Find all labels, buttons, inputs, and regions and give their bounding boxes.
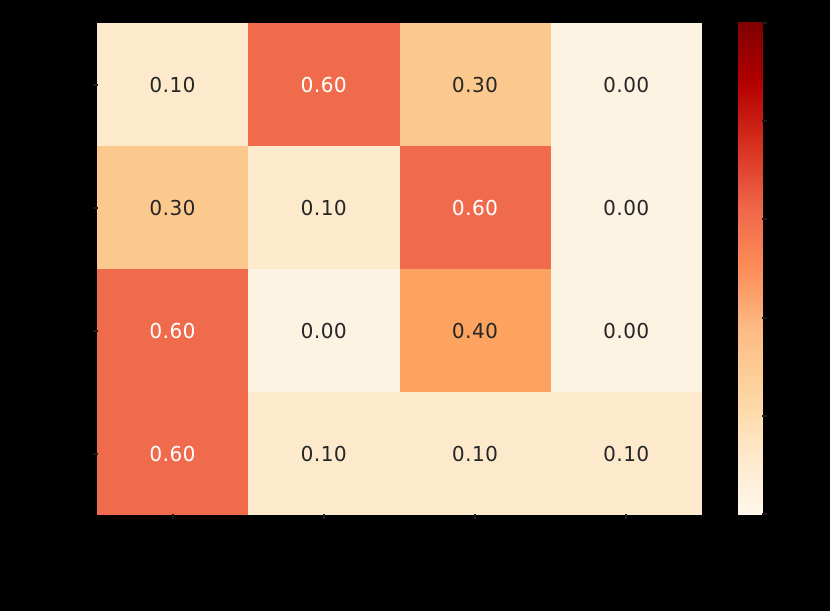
heatmap-cell: 0.00 [550, 23, 702, 146]
cell-value-label: 0.10 [149, 72, 196, 97]
tick-mark [762, 218, 767, 221]
cell-value-label: 0.30 [451, 72, 499, 97]
cell-value-label: 0.00 [603, 72, 650, 97]
heatmap-cell: 0.00 [550, 146, 702, 269]
heatmap-cell: 0.00 [248, 269, 400, 392]
cell-value-label: 0.00 [603, 195, 650, 220]
colorbar [738, 22, 763, 515]
tick-mark [93, 452, 98, 455]
cell-value-label: 0.60 [451, 195, 499, 220]
tick-mark [762, 22, 767, 24]
tick-mark [762, 316, 767, 319]
tick-mark [762, 119, 767, 122]
tick-mark [171, 514, 174, 519]
tick-mark [762, 415, 767, 418]
heatmap-cell: 0.30 [97, 146, 249, 269]
tick-mark [322, 514, 325, 519]
cell-value-label: 0.40 [451, 318, 499, 343]
cell-value-label: 0.30 [149, 195, 196, 220]
tick-mark [474, 514, 477, 519]
heatmap-grid: 0.10 0.60 0.30 0.00 0.30 0.10 0.60 0.00 0.60 0.00… [97, 23, 702, 515]
cell-value-label: 0.10 [451, 441, 499, 466]
tick-mark [762, 513, 767, 515]
heatmap-cell: 0.30 [399, 23, 551, 146]
heatmap-cell: 0.00 [550, 269, 702, 392]
heatmap-cell: 0.60 [97, 392, 249, 515]
cell-value-label: 0.60 [149, 441, 196, 466]
cell-value-label: 0.00 [300, 318, 348, 343]
cell-value-label: 0.10 [300, 441, 348, 466]
heatmap-cell: 0.60 [97, 269, 249, 392]
heatmap-cell: 0.10 [399, 392, 551, 515]
heatmap-cell: 0.10 [248, 146, 400, 269]
tick-mark [93, 206, 98, 209]
heatmap-cell: 0.40 [399, 269, 551, 392]
tick-mark [93, 329, 98, 332]
heatmap-cell: 0.10 [248, 392, 400, 515]
cell-value-label: 0.10 [603, 441, 650, 466]
tick-mark [625, 514, 628, 519]
heatmap-cell: 0.60 [248, 23, 400, 146]
tick-mark [93, 83, 98, 86]
heatmap-cell: 0.60 [399, 146, 551, 269]
heatmap-cell: 0.10 [97, 23, 249, 146]
cell-value-label: 0.00 [603, 318, 650, 343]
heatmap-cell: 0.10 [550, 392, 702, 515]
cell-value-label: 0.60 [149, 318, 196, 343]
cell-value-label: 0.60 [300, 72, 348, 97]
cell-value-label: 0.10 [300, 195, 348, 220]
